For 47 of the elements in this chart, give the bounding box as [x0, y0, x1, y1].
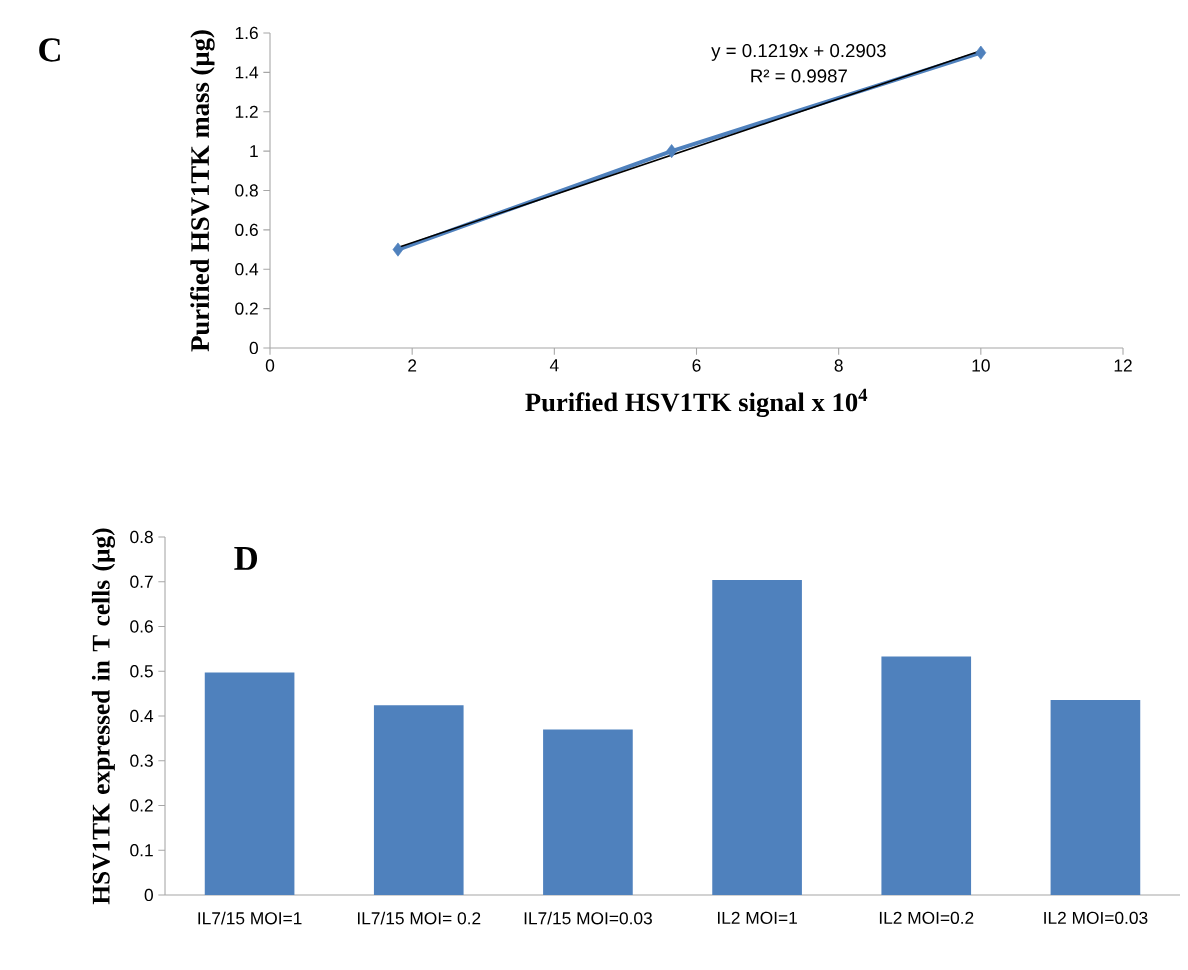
y-tick-label: 0.5 [130, 665, 153, 678]
y-tick-label: 0.1 [130, 844, 153, 857]
x-tick-label: 4 [549, 359, 559, 372]
y-axis-title: Purified HSV1TK mass (µg) [190, 30, 215, 352]
bar [543, 729, 633, 895]
bar [881, 656, 972, 895]
point [392, 242, 404, 257]
y-tick-label: 0.7 [130, 575, 153, 588]
bar [1050, 699, 1141, 895]
x-tick-label: IL7/15 MOI= 0.2 [357, 911, 481, 925]
y-tick-label: 0.2 [235, 302, 258, 315]
x-tick-label: 10 [972, 359, 990, 372]
x-tick-label: 8 [834, 359, 843, 372]
bar [204, 672, 295, 895]
x-tick-label: IL2 MOI=0.2 [879, 911, 974, 924]
x-tick-label: IL7/15 MOI=0.03 [524, 911, 652, 925]
bar [712, 579, 802, 895]
y-tick-label: 1 [250, 145, 258, 158]
y-tick-label: 0.6 [130, 620, 153, 633]
x-tick-label: IL7/15 MOI=1 [198, 911, 302, 925]
chart-title: D [234, 547, 258, 570]
x-tick-label: 2 [408, 359, 417, 372]
x-tick-label: 0 [265, 359, 275, 372]
y-tick-label: 0.4 [130, 709, 154, 723]
point [975, 45, 987, 60]
y-tick-label: 1.4 [235, 66, 259, 79]
x-tick-label: IL2 MOI=1 [717, 911, 797, 924]
x-tick-label: IL2 MOI=0.03 [1044, 911, 1148, 924]
y-tick-label: 0.6 [235, 223, 258, 236]
annotation: R² = 0.9987 [751, 69, 847, 83]
bar [373, 705, 464, 895]
y-tick-label: 1.2 [235, 105, 258, 118]
y-tick-label: 0.2 [130, 799, 153, 812]
y-axis-title: HSV1TK expressed in T cells (µg) [91, 528, 116, 905]
x-axis-title: Purified HSV1TK signal x 10$^{4}$ [525, 388, 868, 417]
point [666, 144, 677, 159]
y-tick-label: 1.6 [235, 26, 258, 40]
y-tick-label: 0 [249, 341, 258, 355]
chart-title: C [39, 38, 60, 62]
annotation: y = 0.1219x + 0.2903 [711, 43, 886, 61]
y-tick-label: 0.8 [235, 184, 258, 197]
y-tick-label: 0 [144, 888, 153, 902]
y-tick-label: 0.3 [130, 754, 153, 767]
x-tick-label: 12 [1114, 359, 1132, 372]
y-tick-label: 0.8 [130, 530, 153, 544]
x-tick-label: 6 [692, 359, 701, 372]
y-tick-label: 0.4 [235, 263, 259, 276]
